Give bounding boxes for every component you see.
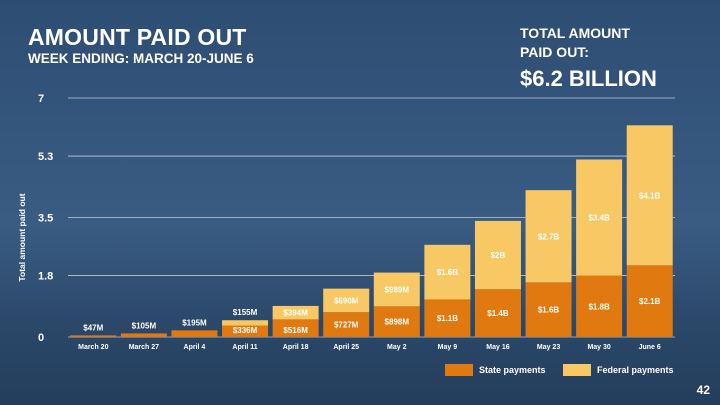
bar-federal <box>424 244 471 300</box>
data-label-state: $898M <box>385 318 410 327</box>
x-tick-label: June 6 <box>639 344 661 351</box>
chart-subtitle: WEEK ENDING: MARCH 20-JUNE 6 <box>28 51 254 66</box>
bar-state <box>474 289 521 337</box>
data-label-state: $516M <box>283 326 308 335</box>
data-label-state: $195M <box>182 318 207 327</box>
bar-federal <box>323 288 370 313</box>
y-tick-label: 7 <box>38 93 44 105</box>
data-label-federal: $155M <box>233 308 258 317</box>
data-label-federal: $989M <box>385 285 410 294</box>
data-label-state: $336M <box>233 326 258 335</box>
x-tick-label: May 9 <box>438 344 458 351</box>
data-label-federal: $2.7B <box>538 232 560 241</box>
data-label-state: $105M <box>132 321 157 330</box>
bar-state <box>120 333 167 337</box>
data-label-federal: $690M <box>334 296 359 305</box>
data-label-state: $1.4B <box>487 309 509 318</box>
data-label-federal: $2B <box>491 251 506 260</box>
data-label-state: $1.1B <box>437 314 459 323</box>
bar-federal <box>525 190 572 283</box>
total-value: $6.2 BILLION <box>520 66 657 91</box>
data-label-state: $1.8B <box>588 302 610 311</box>
bar-state <box>525 282 572 337</box>
x-tick-label: April 18 <box>283 344 309 351</box>
x-tick-label: March 20 <box>78 344 108 351</box>
data-label-federal: $1.6B <box>437 268 459 277</box>
data-label-state: $47M <box>83 323 103 332</box>
y-axis-label: Total amount paid out <box>17 193 27 281</box>
x-tick-label: May 30 <box>587 344 610 351</box>
data-label-state: $2.1B <box>639 297 661 306</box>
data-label-state: $727M <box>334 321 359 330</box>
bar-federal <box>626 125 673 266</box>
x-tick-label: April 25 <box>333 344 359 351</box>
y-tick-label: 5.3 <box>38 151 53 163</box>
y-tick-label: 1.8 <box>38 271 53 283</box>
page-number: 42 <box>696 383 710 397</box>
x-tick-label: May 23 <box>537 344 560 351</box>
bar-state <box>171 330 218 337</box>
x-tick-label: April 4 <box>184 344 206 351</box>
data-label-federal: $394M <box>283 309 308 318</box>
data-label-state: $1.6B <box>538 306 560 315</box>
bar-state <box>424 299 471 337</box>
bar-state <box>323 312 370 337</box>
bar-federal <box>272 305 319 320</box>
bar-state <box>626 265 673 337</box>
bar-state <box>222 325 269 337</box>
legend-label-federal: Federal payments <box>597 365 674 375</box>
y-tick-label: 0 <box>38 332 44 344</box>
legend-swatch-federal <box>563 364 591 376</box>
data-label-federal: $4.1B <box>639 191 661 200</box>
total-label: TOTAL AMOUNT PAID OUT: <box>520 25 630 60</box>
y-tick-label: 3.5 <box>38 213 53 225</box>
bar-federal <box>373 272 420 307</box>
bar-state <box>70 335 117 337</box>
bar-federal <box>222 320 269 326</box>
bar-state <box>576 275 623 337</box>
bar-federal <box>576 159 623 276</box>
bar-state <box>272 319 319 337</box>
legend-swatch-state <box>445 364 473 376</box>
x-tick-label: April 11 <box>232 344 257 351</box>
bar-state <box>373 306 420 337</box>
bar-federal <box>474 220 521 290</box>
legend-label-state: State payments <box>479 365 546 375</box>
data-label-federal: $3.4B <box>588 214 610 223</box>
x-tick-label: March 27 <box>129 344 159 351</box>
x-tick-label: May 16 <box>486 344 509 351</box>
chart-title: AMOUNT PAID OUT <box>28 24 247 50</box>
x-tick-label: May 2 <box>387 344 407 351</box>
